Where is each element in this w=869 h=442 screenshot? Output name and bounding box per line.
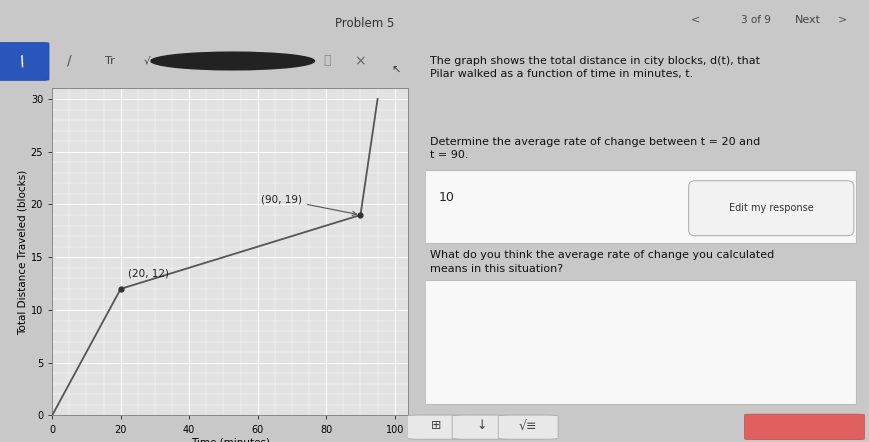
FancyBboxPatch shape: [0, 42, 49, 80]
Text: √≡: √≡: [519, 419, 537, 432]
Text: Edit my response: Edit my response: [729, 203, 813, 213]
FancyBboxPatch shape: [498, 415, 558, 439]
Text: 10: 10: [439, 191, 454, 204]
FancyBboxPatch shape: [406, 415, 466, 439]
Text: ⊞: ⊞: [431, 419, 441, 432]
Text: ⌢: ⌢: [290, 54, 298, 68]
Text: /: /: [67, 54, 72, 68]
Text: Tr: Tr: [105, 56, 116, 66]
Text: Determine the average rate of change between t = 20 and
t = 90.: Determine the average rate of change bet…: [430, 137, 760, 160]
FancyBboxPatch shape: [421, 170, 856, 243]
Text: (90, 19): (90, 19): [261, 194, 356, 215]
Text: ⌢: ⌢: [323, 54, 330, 68]
X-axis label: Time (minutes): Time (minutes): [191, 437, 269, 442]
Text: ↺: ↺: [228, 54, 238, 68]
FancyBboxPatch shape: [421, 280, 856, 404]
Text: Problem 5: Problem 5: [335, 17, 395, 30]
Text: The graph shows the total distance in city blocks, d(t), that
Pilar walked as a : The graph shows the total distance in ci…: [430, 56, 760, 79]
Text: What do you think the average rate of change you calculated
means in this situat: What do you think the average rate of ch…: [430, 250, 774, 274]
Text: ↓: ↓: [477, 419, 488, 432]
Text: (20, 12): (20, 12): [128, 268, 169, 278]
FancyBboxPatch shape: [745, 414, 865, 439]
Text: /: /: [17, 53, 27, 69]
Text: √≡: √≡: [143, 56, 159, 66]
Text: >: >: [839, 15, 847, 25]
Text: ▾: ▾: [255, 56, 260, 66]
Text: ×: ×: [354, 54, 365, 68]
Text: <: <: [691, 15, 700, 25]
Text: Next: Next: [795, 15, 821, 25]
Text: ↖: ↖: [392, 66, 401, 76]
Text: 3 of 9: 3 of 9: [741, 15, 771, 25]
Text: ✎: ✎: [187, 54, 197, 68]
Circle shape: [151, 52, 315, 70]
Y-axis label: Total Distance Traveled (blocks): Total Distance Traveled (blocks): [18, 169, 28, 335]
FancyBboxPatch shape: [688, 181, 853, 236]
FancyBboxPatch shape: [452, 415, 512, 439]
